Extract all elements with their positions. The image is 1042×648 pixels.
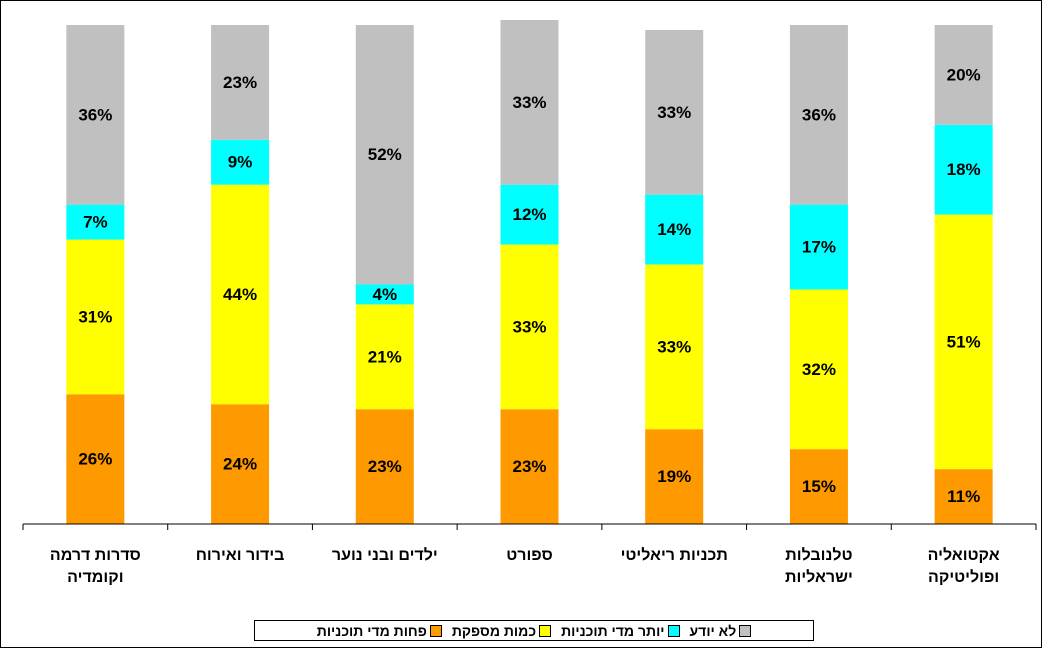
data-label: 4% [372,285,397,304]
legend-label: לא יודע [689,622,737,639]
legend-swatch [539,624,552,637]
bar-segment [789,25,848,205]
bar-segment [211,404,270,524]
category-label: ילדים ובני נוער [332,546,438,564]
data-label: 19% [657,467,691,486]
category-label: סדרות דרמה וקומדיה [50,547,141,586]
bar-segment [355,409,414,524]
data-label: 31% [78,307,112,326]
data-label: 21% [368,347,402,366]
data-label: 51% [947,332,981,351]
legend-swatch [739,624,752,637]
legend-item: פחות מדי תוכניות [317,623,442,639]
bar-segment [355,304,414,410]
legend-swatch [429,624,442,637]
bar-segment [645,264,704,430]
bar-segment [645,194,704,265]
bar-segment [66,25,125,205]
bar-segment [211,139,270,185]
bar-segment [500,244,559,410]
data-label: 14% [657,220,691,239]
category-label: טלנובלות ישראליות [785,546,853,586]
category-label: אקטואליה ופוליטיקה [928,546,1000,586]
bar-segment [211,25,270,140]
data-label: 26% [78,450,112,469]
bar-segment [934,214,993,470]
bar-segment [211,184,270,405]
data-label: 17% [802,238,836,257]
data-label: 18% [947,160,981,179]
category-label: בידור ואירוח [196,547,285,564]
bar-segment [500,409,559,524]
bar-segment [789,204,848,290]
data-label: 24% [223,455,257,474]
data-label: 33% [512,317,546,336]
category-label: תכניות ריאליטי [621,546,728,564]
bar-segment [934,124,993,215]
bar-segment [934,25,993,125]
data-label: 33% [657,103,691,122]
bar-segment [789,289,848,450]
bar-segment [355,284,414,305]
legend-label: פחות מדי תוכניות [316,622,427,639]
legend-label: יותר מדי תוכניות [561,622,665,639]
bar-segment [645,29,704,195]
data-label: 52% [368,145,402,164]
bar-segment [355,25,414,285]
data-label: 15% [802,477,836,496]
data-label: 23% [223,73,257,92]
x-axis [22,523,1037,530]
category-label: ספורט [506,547,553,564]
data-label: 32% [802,360,836,379]
bar-segment [500,184,559,245]
data-label: 7% [83,213,108,232]
data-label: 44% [223,285,257,304]
legend-swatch [667,624,680,637]
bar-segment [645,429,704,524]
bar-segment [500,20,559,185]
data-label: 33% [512,93,546,112]
segment-labels-layer: 11% 51% 18% 20% 15% 32% 17% 36% 19% 33% 14% 33% 23% 3… [78,65,980,506]
bar-segment [934,469,993,524]
bar-segment [66,394,125,524]
legend: לא יודע יותר מדי תוכניות כמות מספקת פחות מד… [254,620,814,641]
category-labels-layer: אקטואליה ופוליטיקה טלנובלות ישראליות תכניות … [50,546,1000,586]
bar-segment [66,239,125,395]
legend-label: כמות מספקת [451,622,537,639]
legend-item: כמות מספקת [451,622,552,639]
data-label: 20% [947,65,981,84]
data-label: 9% [228,153,253,172]
data-label: 23% [512,457,546,476]
bars-layer [66,20,993,524]
data-label: 12% [512,205,546,224]
data-label: 33% [657,337,691,356]
data-label: 23% [368,457,402,476]
data-label: 11% [947,487,980,506]
legend-item: יותר מדי תוכניות [561,622,680,639]
data-label: 36% [802,105,836,124]
legend-item: לא יודע [690,623,752,639]
bar-segment [789,449,848,524]
bar-segment [66,204,125,240]
data-label: 36% [78,105,112,124]
